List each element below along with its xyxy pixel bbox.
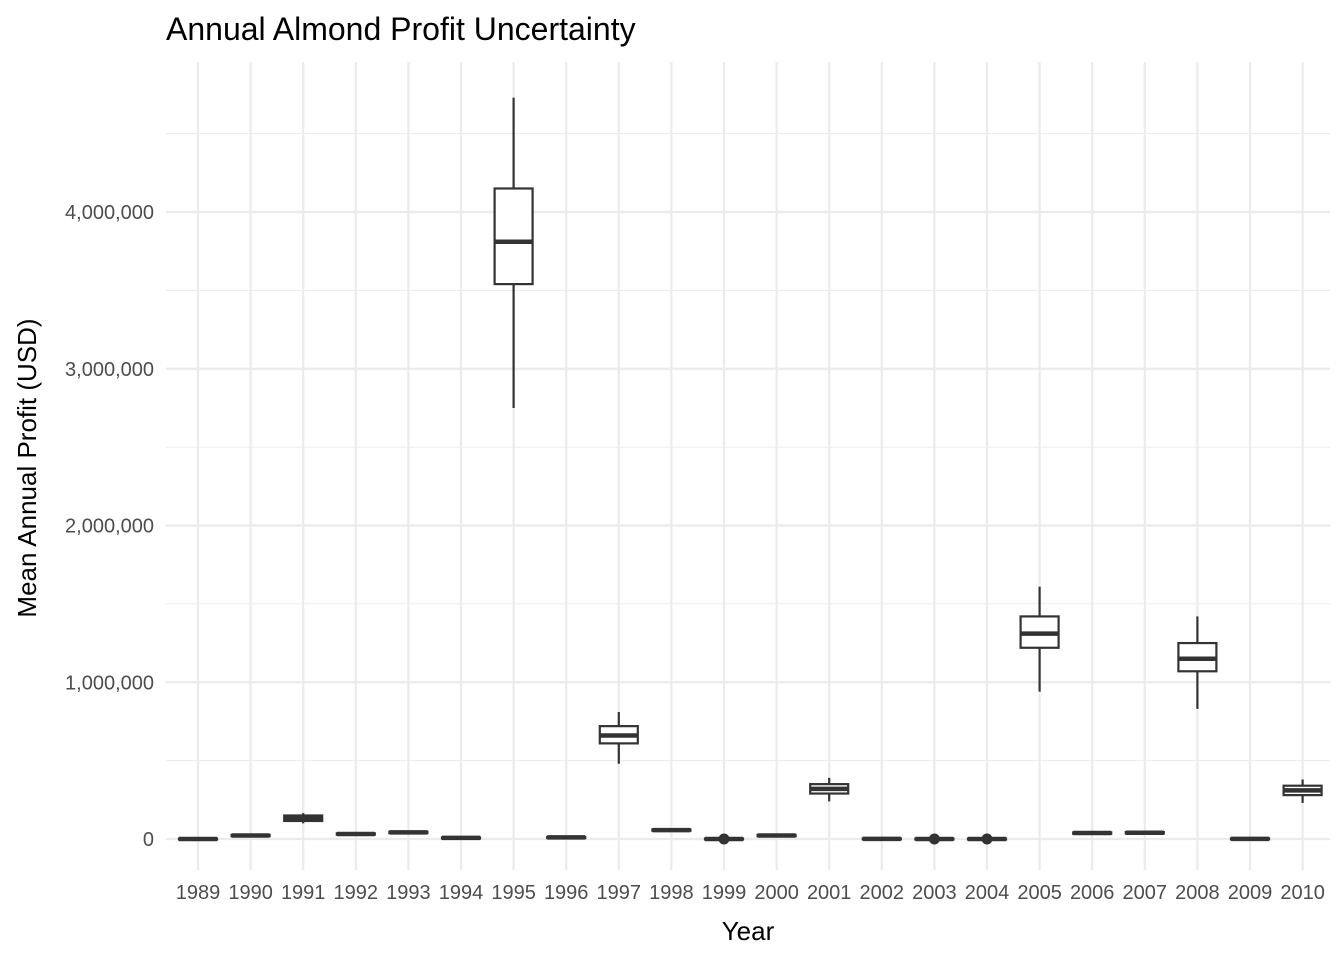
box-1989 [177,836,219,842]
box-1997 [598,712,639,764]
x-tick-label: 2003 [912,882,957,904]
x-tick-label: 1990 [228,882,273,904]
chart-title: Annual Almond Profit Uncertainty [166,11,636,47]
iqr-box [493,187,534,286]
box-1998 [651,827,692,833]
box-1999 [703,833,745,845]
box-2002 [861,836,902,842]
x-tick-label: 1994 [439,882,484,904]
box-1995 [493,97,534,408]
x-tick-label: 1996 [544,882,589,904]
x-tick-label: 1998 [649,882,694,904]
box-2010 [1282,779,1323,803]
x-tick-label: 2009 [1228,882,1273,904]
outlier-point [718,833,730,845]
x-tick-label: 1993 [386,882,431,904]
box-1990 [230,833,271,838]
x-tick-label: 2006 [1070,882,1115,904]
box-2003 [914,833,955,845]
box-2008 [1177,616,1218,709]
x-tick-label: 1989 [176,882,221,904]
x-tick-label: 1999 [702,882,747,904]
box-1991 [283,813,324,824]
x-tick-label: 2001 [807,882,852,904]
box-2004 [966,833,1008,845]
box-2005 [1019,586,1060,692]
outlier-point [928,833,940,845]
grid-layer [166,62,1330,870]
box-2000 [756,833,797,838]
x-tick-label: 1991 [281,882,326,904]
box-2006 [1072,830,1113,836]
outlier-point [981,833,993,845]
x-axis-title: Year [722,916,775,946]
x-tick-labels: 1989 1990 1991 1992 1993 1994 1995 1996 1997 1998… [176,882,1325,904]
box-1993 [388,830,429,835]
y-tick-label: 4,000,000 [65,202,154,224]
y-tick-label: 0 [143,829,154,851]
box-1992 [335,831,376,837]
y-axis-title: Mean Annual Profit (USD) [12,318,42,617]
box-2007 [1124,830,1165,835]
x-tick-label: 2010 [1280,882,1325,904]
y-tick-labels: 0 1,000,000 2,000,000 3,000,000 4,000,000 [65,202,154,851]
x-tick-label: 2004 [965,882,1010,904]
box-2001 [809,777,850,802]
x-tick-label: 1992 [334,882,379,904]
box-1994 [440,835,482,841]
y-tick-label: 1,000,000 [65,672,154,694]
x-tick-label: 2000 [754,882,799,904]
box-2009 [1229,836,1271,842]
x-tick-label: 1997 [597,882,642,904]
box-1996 [546,835,587,840]
x-tick-label: 1995 [491,882,536,904]
y-tick-label: 3,000,000 [65,359,154,381]
y-tick-label: 2,000,000 [65,516,154,538]
x-tick-label: 2002 [860,882,905,904]
x-tick-label: 2008 [1175,882,1220,904]
x-tick-label: 2007 [1123,882,1168,904]
x-tick-label: 2005 [1017,882,1062,904]
box-layer [177,97,1323,845]
